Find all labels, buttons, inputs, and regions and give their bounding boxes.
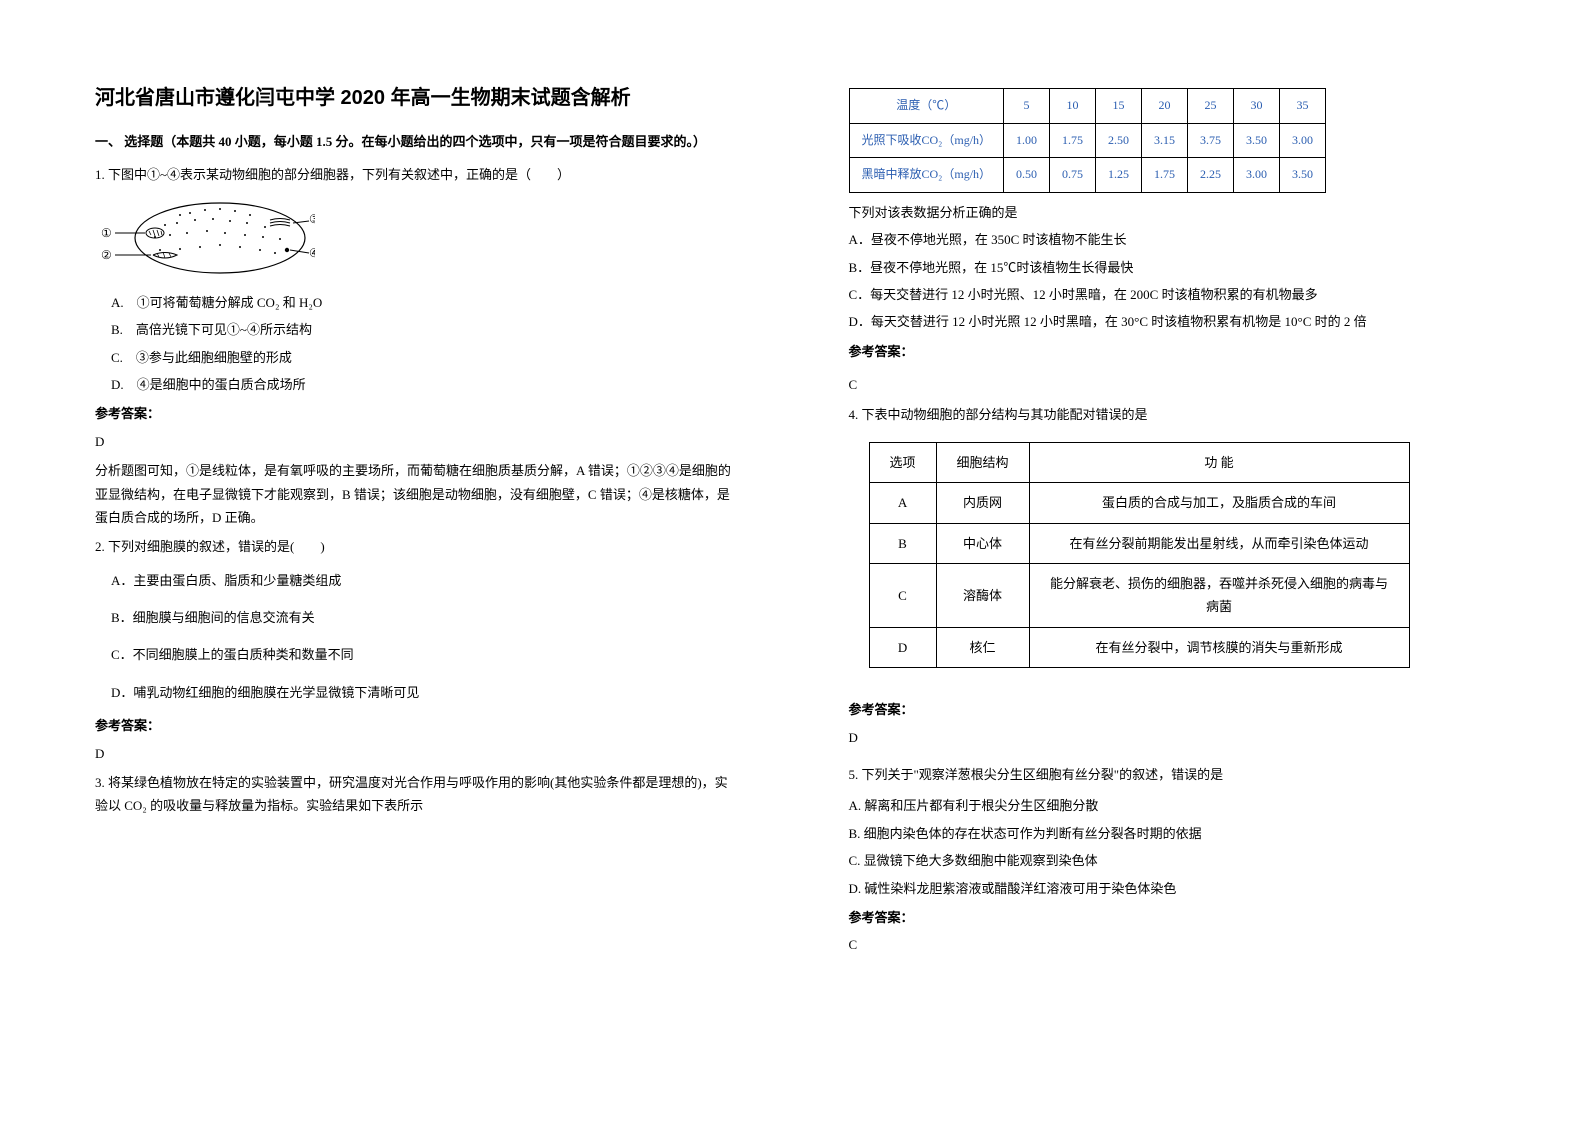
q2-opt-c: C．不同细胞膜上的蛋白质种类和数量不同 (111, 643, 739, 666)
q4-rb1: 中心体 (936, 523, 1029, 563)
q5-opt-d: D. 碱性染料龙胆紫溶液或醋酸洋红溶液可用于染色体染色 (849, 877, 1493, 900)
q1-answer-label: 参考答案： (95, 402, 739, 425)
q4-rd0: D (869, 627, 936, 667)
q3-stem: 3. 将某绿色植物放在特定的实验装置中，研究温度对光合作用与呼吸作用的影响(其他… (95, 771, 739, 818)
table-row: D 核仁 在有丝分裂中，调节核膜的消失与重新形成 (869, 627, 1409, 667)
q3-opt-c: C．每天交替进行 12 小时光照、12 小时黑暗，在 200C 时该植物积累的有… (849, 283, 1493, 306)
q3-r1c2: 1.75 (1050, 123, 1096, 158)
q3-h6: 30 (1234, 89, 1280, 124)
q1-opt-b: B. 高倍光镜下可见①~④所示结构 (111, 318, 739, 341)
q4-answer: D (849, 726, 1493, 749)
q5-answer-label: 参考答案： (849, 906, 1493, 929)
q3-r1c1: 1.00 (1004, 123, 1050, 158)
q4-h1: 细胞结构 (936, 442, 1029, 482)
right-column: 温度（℃） 5 10 15 20 25 30 35 光照下吸收CO₂（mg/h）… (794, 0, 1587, 1122)
svg-text:②: ② (101, 248, 112, 262)
table-row: 黑暗中释放CO₂（mg/h） 0.50 0.75 1.25 1.75 2.25 … (849, 158, 1326, 193)
q2-opt-b: B．细胞膜与细胞间的信息交流有关 (111, 606, 739, 629)
q4-rc0: C (869, 564, 936, 628)
q3-r2c3: 1.25 (1096, 158, 1142, 193)
q4-rb0: B (869, 523, 936, 563)
q3-r2c6: 3.00 (1234, 158, 1280, 193)
q4-rd2: 在有丝分裂中，调节核膜的消失与重新形成 (1029, 627, 1409, 667)
q1-opt-d: D. ④是细胞中的蛋白质合成场所 (111, 373, 739, 396)
q3-r2c4: 1.75 (1142, 158, 1188, 193)
table-row: C 溶酶体 能分解衰老、损伤的细胞器，吞噬并杀死侵入细胞的病毒与病菌 (869, 564, 1409, 628)
q3-h3: 15 (1096, 89, 1142, 124)
q3-r1c3: 2.50 (1096, 123, 1142, 158)
q4-ra1: 内质网 (936, 483, 1029, 523)
q3-answer-label: 参考答案： (849, 340, 1493, 363)
q3-h4: 20 (1142, 89, 1188, 124)
q1-figure: ① ② ③ ④ (95, 195, 315, 281)
q4-stem: 4. 下表中动物细胞的部分结构与其功能配对错误的是 (849, 403, 1493, 426)
q3-r2c0: 黑暗中释放CO₂（mg/h） (849, 158, 1004, 193)
q3-r1c5: 3.75 (1188, 123, 1234, 158)
q2-opt-a: A．主要由蛋白质、脂质和少量糖类组成 (111, 569, 739, 592)
table-row: A 内质网 蛋白质的合成与加工，及脂质合成的车间 (869, 483, 1409, 523)
q3-r1c7: 3.00 (1280, 123, 1326, 158)
q3-opt-b: B．昼夜不停地光照，在 15℃时该植物生长得最快 (849, 256, 1493, 279)
q4-rc1: 溶酶体 (936, 564, 1029, 628)
q3-r1c6: 3.50 (1234, 123, 1280, 158)
q1-opt-a: A. ①可将葡萄糖分解成 CO₂ 和 H₂O (111, 291, 739, 314)
q3-sub: 下列对该表数据分析正确的是 (849, 201, 1493, 224)
q4-table: 选项 细胞结构 功 能 A 内质网 蛋白质的合成与加工，及脂质合成的车间 B 中… (869, 442, 1410, 668)
q3-r1c0: 光照下吸收CO₂（mg/h） (849, 123, 1004, 158)
svg-text:①: ① (101, 226, 112, 240)
q4-rc2: 能分解衰老、损伤的细胞器，吞噬并杀死侵入细胞的病毒与病菌 (1029, 564, 1409, 628)
q3-r2c7: 3.50 (1280, 158, 1326, 193)
q3-h0: 温度（℃） (849, 89, 1004, 124)
q3-r2c2: 0.75 (1050, 158, 1096, 193)
q1-answer: D (95, 430, 739, 453)
q3-r2c5: 2.25 (1188, 158, 1234, 193)
svg-text:③: ③ (309, 212, 315, 226)
table-row: 温度（℃） 5 10 15 20 25 30 35 (849, 89, 1326, 124)
table-row: 光照下吸收CO₂（mg/h） 1.00 1.75 2.50 3.15 3.75 … (849, 123, 1326, 158)
q3-h5: 25 (1188, 89, 1234, 124)
q3-r2c1: 0.50 (1004, 158, 1050, 193)
q5-stem: 5. 下列关于"观察洋葱根尖分生区细胞有丝分裂"的叙述，错误的是 (849, 763, 1493, 786)
q1-stem: 1. 下图中①~④表示某动物细胞的部分细胞器，下列有关叙述中，正确的是（ ） (95, 163, 739, 186)
q1-explain: 分析题图可知，①是线粒体，是有氧呼吸的主要场所，而葡萄糖在细胞质基质分解，A 错… (95, 459, 739, 529)
q2-answer-label: 参考答案： (95, 714, 739, 737)
svg-text:④: ④ (309, 246, 315, 260)
q4-h0: 选项 (869, 442, 936, 482)
page-title: 河北省唐山市遵化闫屯中学 2020 年高一生物期末试题含解析 (95, 80, 739, 116)
q5-answer: C (849, 933, 1493, 956)
q4-ra0: A (869, 483, 936, 523)
q4-answer-label: 参考答案： (849, 698, 1493, 721)
q2-opt-d: D．哺乳动物红细胞的细胞膜在光学显微镜下清晰可见 (111, 681, 739, 704)
table-row: B 中心体 在有丝分裂前期能发出星射线，从而牵引染色体运动 (869, 523, 1409, 563)
q3-r1c4: 3.15 (1142, 123, 1188, 158)
table-row: 选项 细胞结构 功 能 (869, 442, 1409, 482)
q4-ra2: 蛋白质的合成与加工，及脂质合成的车间 (1029, 483, 1409, 523)
q3-opt-a: A．昼夜不停地光照，在 350C 时该植物不能生长 (849, 228, 1493, 251)
q2-stem: 2. 下列对细胞膜的叙述，错误的是( ) (95, 535, 739, 558)
section-heading: 一、 选择题（本题共 40 小题，每小题 1.5 分。在每小题给出的四个选项中，… (95, 130, 739, 153)
q2-answer: D (95, 742, 739, 765)
q3-answer: C (849, 373, 1493, 396)
q4-rd1: 核仁 (936, 627, 1029, 667)
q3-h1: 5 (1004, 89, 1050, 124)
q5-opt-b: B. 细胞内染色体的存在状态可作为判断有丝分裂各时期的依据 (849, 822, 1493, 845)
q4-h2: 功 能 (1029, 442, 1409, 482)
q5-opt-c: C. 显微镜下绝大多数细胞中能观察到染色体 (849, 849, 1493, 872)
q3-table: 温度（℃） 5 10 15 20 25 30 35 光照下吸收CO₂（mg/h）… (849, 88, 1327, 193)
left-column: 河北省唐山市遵化闫屯中学 2020 年高一生物期末试题含解析 一、 选择题（本题… (0, 0, 794, 1122)
q3-opt-d: D．每天交替进行 12 小时光照 12 小时黑暗，在 30°C 时该植物积累有机… (849, 310, 1493, 333)
q4-rb2: 在有丝分裂前期能发出星射线，从而牵引染色体运动 (1029, 523, 1409, 563)
q5-opt-a: A. 解离和压片都有利于根尖分生区细胞分散 (849, 794, 1493, 817)
q3-h2: 10 (1050, 89, 1096, 124)
q3-h7: 35 (1280, 89, 1326, 124)
q1-opt-c: C. ③参与此细胞细胞壁的形成 (111, 346, 739, 369)
